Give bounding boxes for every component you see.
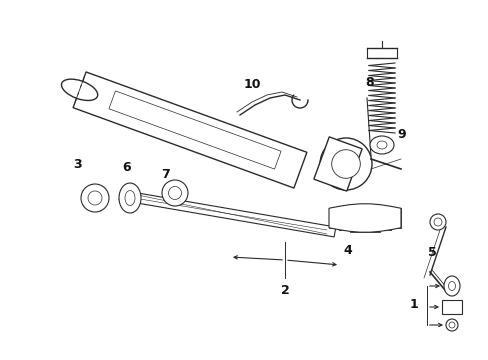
Bar xyxy=(369,204,380,232)
Polygon shape xyxy=(73,72,306,188)
Bar xyxy=(390,208,400,228)
Text: 1: 1 xyxy=(409,298,418,311)
Polygon shape xyxy=(328,204,400,232)
Text: 7: 7 xyxy=(162,168,170,181)
Text: 6: 6 xyxy=(122,162,131,175)
Ellipse shape xyxy=(81,184,109,212)
Ellipse shape xyxy=(162,180,187,206)
Bar xyxy=(349,204,359,232)
Ellipse shape xyxy=(429,214,445,230)
Text: 9: 9 xyxy=(397,129,406,141)
Polygon shape xyxy=(441,300,461,314)
Ellipse shape xyxy=(369,136,393,154)
Ellipse shape xyxy=(319,138,371,190)
Text: 10: 10 xyxy=(243,78,260,91)
Bar xyxy=(328,208,339,228)
Text: 2: 2 xyxy=(280,284,289,297)
Ellipse shape xyxy=(331,150,360,178)
Bar xyxy=(339,206,349,230)
Text: 8: 8 xyxy=(365,76,373,89)
Ellipse shape xyxy=(125,190,135,206)
Bar xyxy=(359,204,369,232)
Ellipse shape xyxy=(168,186,181,199)
Text: 4: 4 xyxy=(343,243,352,256)
Ellipse shape xyxy=(448,322,454,328)
Ellipse shape xyxy=(443,276,459,296)
Ellipse shape xyxy=(447,282,454,291)
Ellipse shape xyxy=(376,141,386,149)
Polygon shape xyxy=(109,91,281,169)
Polygon shape xyxy=(313,137,362,191)
Ellipse shape xyxy=(445,319,457,331)
Text: 3: 3 xyxy=(74,158,82,171)
Ellipse shape xyxy=(433,218,441,226)
Ellipse shape xyxy=(88,191,102,205)
Ellipse shape xyxy=(61,79,98,100)
Polygon shape xyxy=(119,190,335,237)
Ellipse shape xyxy=(119,183,141,213)
Bar xyxy=(380,206,390,230)
Text: 5: 5 xyxy=(427,247,435,260)
